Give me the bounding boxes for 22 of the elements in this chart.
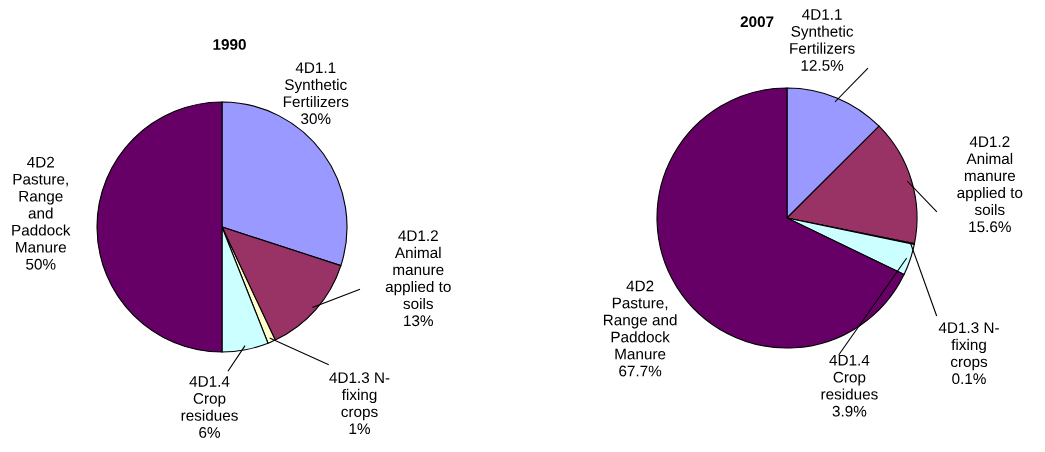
data-label: 13% bbox=[404, 315, 433, 327]
slice-label: 4D1.1 Synthetic Fertilizers bbox=[283, 62, 349, 108]
slice-label: 4D1.4 Crop residues bbox=[181, 376, 238, 421]
data-label: 0.1% bbox=[952, 373, 986, 385]
data-label: 15.6% bbox=[969, 221, 1011, 233]
slice-label: 4D1.2 Animal manure applied to soils bbox=[385, 230, 451, 310]
data-label: 30% bbox=[301, 113, 331, 125]
data-label: 50% bbox=[26, 258, 56, 270]
slice-label: 4D1.2 Animal manure applied to soils bbox=[957, 136, 1023, 216]
slice-label: 4D2 Pasture, Range and Paddock Manure bbox=[12, 156, 71, 253]
data-label: 12.5% bbox=[801, 60, 844, 71]
data-label: 3.9% bbox=[832, 405, 867, 417]
data-label: 1% bbox=[349, 423, 370, 435]
data-label: 67.7% bbox=[619, 365, 662, 377]
slice-label: 4D1.1 Synthetic Fertilizers bbox=[790, 9, 855, 54]
data-label: 6% bbox=[199, 427, 220, 438]
chart-title: 1990 bbox=[213, 39, 246, 50]
slice-label: 4D1.4 Crop residues bbox=[821, 354, 878, 400]
slice-label: 4D1.3 N- fixing crops bbox=[938, 322, 999, 371]
chart-title: 2007 bbox=[740, 16, 774, 28]
slice-label: 4D2 Pasture, Range and Paddock Manure bbox=[603, 280, 677, 360]
slice-label: 4D1.3 N- fixing crops bbox=[329, 372, 390, 421]
